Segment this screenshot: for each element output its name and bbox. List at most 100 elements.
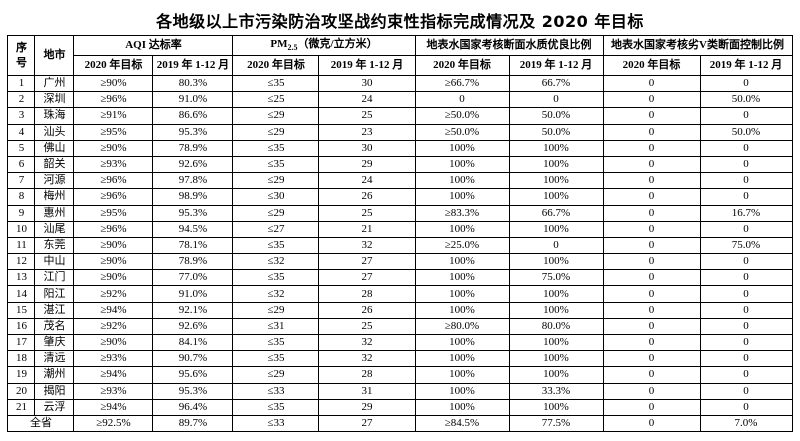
water-target-cell: ≥84.5%: [414, 414, 510, 433]
pm25-target-cell: ≤31: [232, 317, 320, 336]
water-actual-cell: 50.0%: [508, 123, 604, 141]
indicators-table: 序号 地市 AQI 达标率 PM2.5（微克/立方米） 地表水国家考核断面水质优…: [7, 35, 793, 433]
row-number-cell: 14: [7, 285, 36, 303]
table-row: 15 湛江 ≥94% 92.1% ≤29 26 100% 100% 0 0: [7, 301, 793, 319]
city-cell: 韶关: [34, 155, 75, 174]
header-serial-number: 序号: [7, 35, 36, 76]
header-city: 地市: [34, 35, 75, 76]
water-target-cell: ≥83.3%: [414, 204, 510, 222]
water-target-cell: 100%: [414, 220, 510, 238]
water-target-cell: 100%: [414, 253, 510, 271]
pm25-target-cell: ≤33: [232, 414, 320, 433]
pm25-actual-cell: 23: [318, 123, 416, 141]
pm25-actual-cell: 32: [318, 236, 416, 255]
city-cell: 深圳: [34, 91, 75, 109]
water-actual-cell: 100%: [508, 139, 604, 157]
subheader-v-target: 2020 年目标: [602, 55, 701, 76]
aqi-actual-cell: 98.9%: [152, 188, 234, 206]
v-target-cell: 0: [602, 139, 701, 157]
city-cell: 汕尾: [34, 220, 75, 238]
aqi-actual-cell: 94.5%: [152, 220, 234, 238]
aqi-actual-cell: 95.3%: [152, 382, 234, 400]
pm25-actual-cell: 27: [318, 414, 416, 433]
v-target-cell: 0: [602, 333, 701, 352]
aqi-target-cell: ≥90%: [73, 269, 154, 287]
pm25-actual-cell: 24: [318, 172, 416, 190]
aqi-target-cell: ≥93%: [73, 155, 154, 174]
city-cell: 阳江: [34, 285, 75, 303]
row-number-cell: 13: [7, 269, 36, 287]
v-actual-cell: 0: [699, 333, 793, 352]
subheader-water-target: 2020 年目标: [414, 55, 510, 76]
table-row: 18 清远 ≥93% 90.7% ≤35 32 100% 100% 0 0: [7, 350, 793, 368]
subheader-aqi-actual: 2019 年 1-12 月: [152, 55, 234, 76]
row-number-cell: 3: [7, 107, 36, 125]
aqi-target-cell: ≥92%: [73, 317, 154, 336]
aqi-actual-cell: 92.6%: [152, 155, 234, 174]
v-actual-cell: 0: [699, 382, 793, 400]
aqi-target-cell: ≥93%: [73, 350, 154, 368]
pm25-actual-cell: 26: [318, 301, 416, 319]
table-row: 1 广州 ≥90% 80.3% ≤35 30 ≥66.7% 66.7% 0 0: [7, 74, 793, 93]
water-target-cell: 100%: [414, 333, 510, 352]
v-target-cell: 0: [602, 285, 701, 303]
aqi-target-cell: ≥90%: [73, 139, 154, 157]
v-actual-cell: 16.7%: [699, 204, 793, 222]
water-target-cell: ≥50.0%: [414, 123, 510, 141]
pm25-target-cell: ≤35: [232, 350, 320, 368]
v-target-cell: 0: [602, 204, 701, 222]
pm25-actual-cell: 30: [318, 139, 416, 157]
aqi-target-cell: ≥93%: [73, 382, 154, 400]
v-actual-cell: 50.0%: [699, 123, 793, 141]
pm25-actual-cell: 25: [318, 204, 416, 222]
water-actual-cell: 66.7%: [508, 74, 604, 93]
pm25-target-cell: ≤27: [232, 220, 320, 238]
v-target-cell: 0: [602, 74, 701, 93]
table-row: 8 梅州 ≥96% 98.9% ≤30 26 100% 100% 0 0: [7, 188, 793, 206]
v-target-cell: 0: [602, 366, 701, 384]
table-row: 6 韶关 ≥93% 92.6% ≤35 29 100% 100% 0 0: [7, 155, 793, 174]
table-row: 14 阳江 ≥92% 91.0% ≤32 28 100% 100% 0 0: [7, 285, 793, 303]
aqi-target-cell: ≥95%: [73, 123, 154, 141]
pm25-actual-cell: 27: [318, 253, 416, 271]
pm25-target-cell: ≤35: [232, 155, 320, 174]
pm25-actual-cell: 21: [318, 220, 416, 238]
table-row: 9 惠州 ≥95% 95.3% ≤29 25 ≥83.3% 66.7% 0 16.7%: [7, 204, 793, 222]
water-actual-cell: 75.0%: [508, 269, 604, 287]
table-row: 7 河源 ≥96% 97.8% ≤29 24 100% 100% 0 0: [7, 172, 793, 190]
v-actual-cell: 0: [699, 317, 793, 336]
pm25-target-cell: ≤35: [232, 74, 320, 93]
aqi-actual-cell: 95.3%: [152, 204, 234, 222]
city-cell: 东莞: [34, 236, 75, 255]
city-cell: 佛山: [34, 139, 75, 157]
aqi-target-cell: ≥94%: [73, 366, 154, 384]
v-actual-cell: 0: [699, 220, 793, 238]
v-actual-cell: 0: [699, 139, 793, 157]
v-actual-cell: 0: [699, 107, 793, 125]
pm25-target-cell: ≤29: [232, 123, 320, 141]
aqi-actual-cell: 77.0%: [152, 269, 234, 287]
table-row: 20 揭阳 ≥93% 95.3% ≤33 31 100% 33.3% 0 0: [7, 382, 793, 400]
water-target-cell: 0: [414, 91, 510, 109]
v-target-cell: 0: [602, 382, 701, 400]
city-cell: 惠州: [34, 204, 75, 222]
aqi-target-cell: ≥92%: [73, 285, 154, 303]
row-number-cell: 6: [7, 155, 36, 174]
water-actual-cell: 0: [508, 91, 604, 109]
water-target-cell: 100%: [414, 285, 510, 303]
v-actual-cell: 0: [699, 398, 793, 416]
city-cell: 珠海: [34, 107, 75, 125]
water-target-cell: 100%: [414, 188, 510, 206]
v-target-cell: 0: [602, 301, 701, 319]
city-cell: 汕头: [34, 123, 75, 141]
table-row: 10 汕尾 ≥96% 94.5% ≤27 21 100% 100% 0 0: [7, 220, 793, 238]
water-actual-cell: 50.0%: [508, 107, 604, 125]
pm25-target-cell: ≤35: [232, 333, 320, 352]
water-actual-cell: 100%: [508, 301, 604, 319]
row-number-cell: 8: [7, 188, 36, 206]
water-target-cell: 100%: [414, 350, 510, 368]
water-actual-cell: 100%: [508, 253, 604, 271]
pm25-target-cell: ≤25: [232, 91, 320, 109]
pm25-actual-cell: 32: [318, 333, 416, 352]
